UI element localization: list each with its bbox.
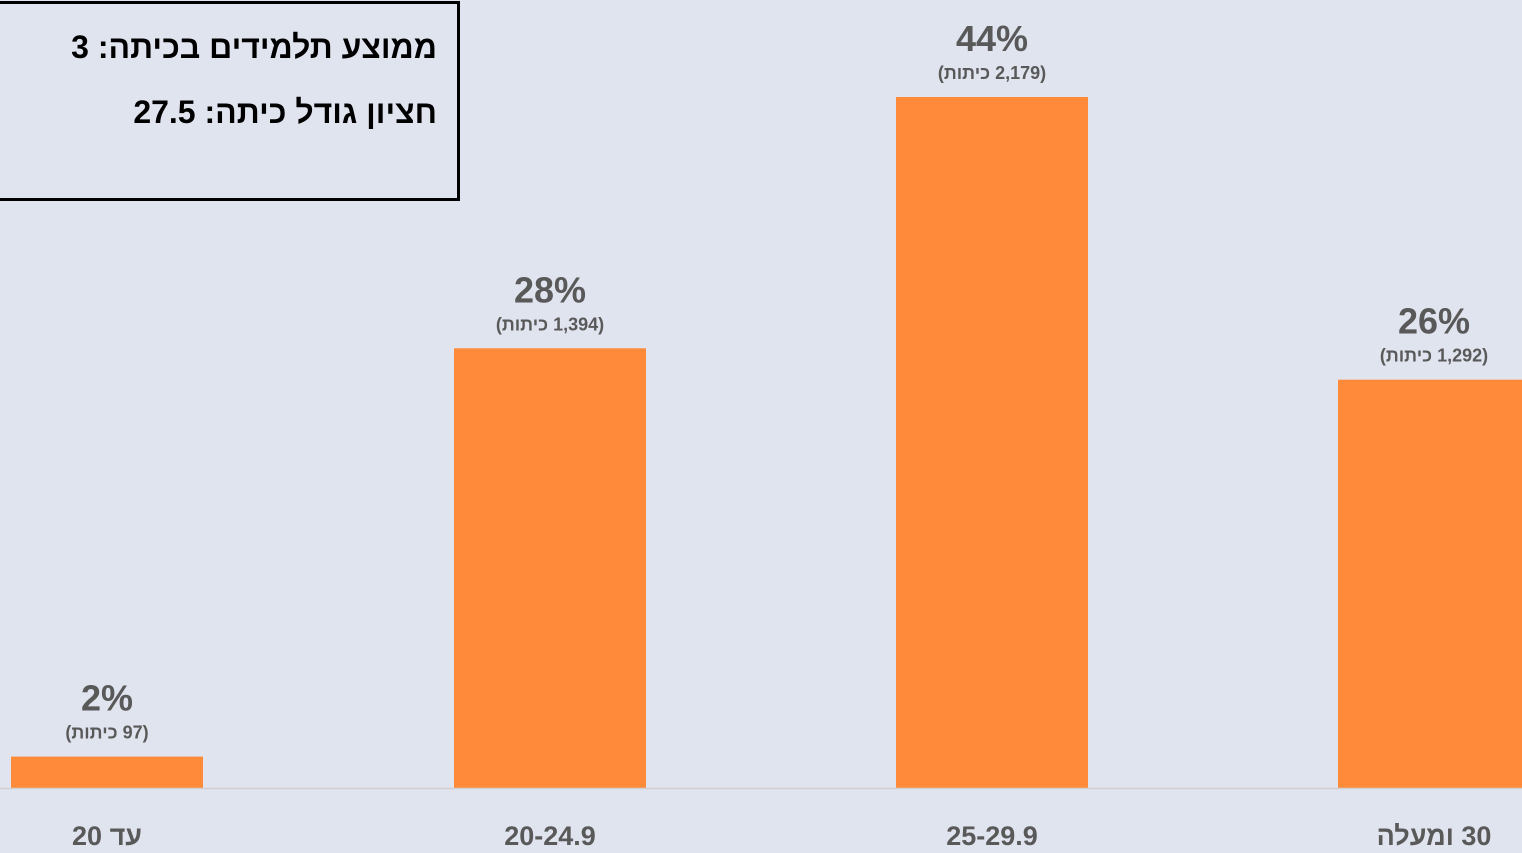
average-students-text: ממוצע תלמידים בכיתה: 3 xyxy=(71,29,437,65)
bars xyxy=(11,97,1522,788)
bar xyxy=(1338,379,1522,788)
category-labels: עד 20 20-24.9 25-29.9 30 ומעלה xyxy=(72,821,1491,851)
median-class-size-text: חציון גודל כיתה: 27.5 xyxy=(133,94,437,130)
bar-value-label: 44% xyxy=(956,18,1028,59)
bar-count-label: (1,394 כיתות) xyxy=(496,314,604,334)
bar-count-label: (2,179 כיתות) xyxy=(938,63,1046,83)
bar xyxy=(11,756,203,788)
category-tick-label: 20-24.9 xyxy=(504,821,596,851)
bar-value-label: 26% xyxy=(1398,301,1470,342)
bar-value-label: 2% xyxy=(81,678,133,719)
category-tick-label: עד 20 xyxy=(72,821,142,851)
bar-labels: 2% (97 כיתות) 28% (1,394 כיתות) 44% (2,179 כי… xyxy=(65,18,1488,743)
category-tick-label: 30 ומעלה xyxy=(1377,821,1492,851)
category-tick-label: 25-29.9 xyxy=(946,821,1038,851)
bar-count-label: (97 כיתות) xyxy=(65,723,148,743)
bar xyxy=(454,348,646,788)
summary-box: ממוצע תלמידים בכיתה: 3 חציון גודל כיתה: … xyxy=(0,1,460,201)
bar-value-label: 28% xyxy=(514,269,586,310)
bar-count-label: (1,292 כיתות) xyxy=(1380,346,1488,366)
bar xyxy=(896,97,1088,788)
